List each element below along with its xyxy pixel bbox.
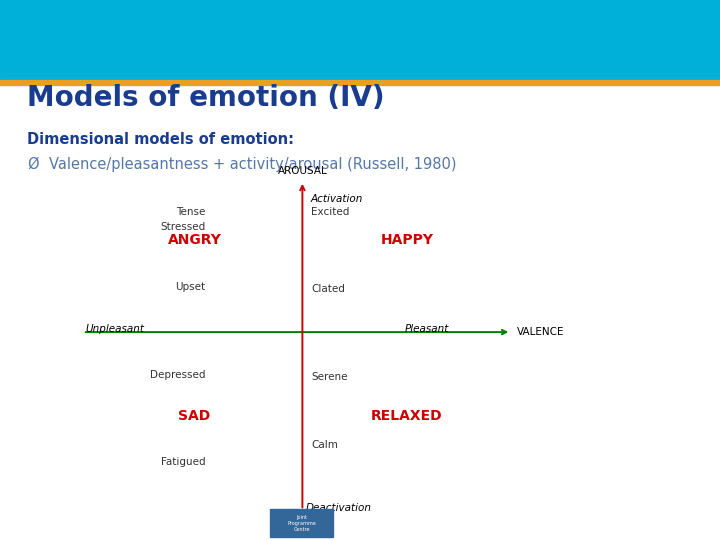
Text: Valence/pleasantness + activity/arousal (Russell, 1980): Valence/pleasantness + activity/arousal … bbox=[49, 157, 456, 172]
Text: Joint
Programme
Centre: Joint Programme Centre bbox=[287, 515, 316, 531]
Text: Activation: Activation bbox=[311, 194, 364, 205]
Text: Pleasant: Pleasant bbox=[405, 324, 449, 334]
Text: Fatigued: Fatigued bbox=[161, 457, 205, 467]
Text: Deactivation: Deactivation bbox=[306, 503, 372, 514]
Text: Ø: Ø bbox=[27, 157, 39, 172]
Text: ANGRY: ANGRY bbox=[168, 233, 221, 247]
Bar bbox=[270, 509, 333, 537]
Text: Clated: Clated bbox=[311, 285, 345, 294]
Text: Depressed: Depressed bbox=[150, 370, 205, 380]
Text: VALENCE: VALENCE bbox=[517, 327, 564, 337]
Bar bbox=[0, 0, 720, 80]
Text: RELAXED: RELAXED bbox=[371, 409, 443, 423]
Bar bbox=[0, 80, 720, 85]
Text: Dimensional models of emotion:: Dimensional models of emotion: bbox=[27, 132, 294, 147]
Text: HAPPY: HAPPY bbox=[380, 233, 433, 247]
Text: Stressed: Stressed bbox=[160, 222, 205, 232]
Text: Upset: Upset bbox=[175, 282, 205, 292]
Text: Excited: Excited bbox=[311, 207, 349, 217]
Text: SAD: SAD bbox=[179, 409, 210, 423]
Text: Unpleasant: Unpleasant bbox=[85, 324, 144, 334]
Text: AROUSAL: AROUSAL bbox=[277, 166, 328, 176]
Text: Models of emotion (IV): Models of emotion (IV) bbox=[27, 84, 385, 112]
Text: Tense: Tense bbox=[176, 207, 205, 217]
Text: Serene: Serene bbox=[311, 372, 348, 382]
Text: Calm: Calm bbox=[311, 441, 338, 450]
